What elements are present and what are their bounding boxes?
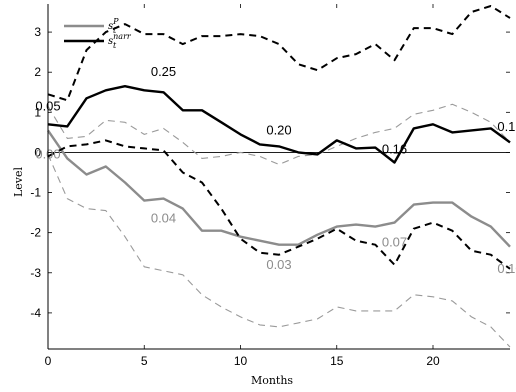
series-line-s-narr xyxy=(47,84,511,164)
data-label: 0.20 xyxy=(266,122,291,137)
y-tick-label: -4 xyxy=(30,306,41,320)
x-tick-label: 5 xyxy=(141,354,148,368)
series-line-s-narr-lower xyxy=(47,139,511,270)
y-tick-label: -1 xyxy=(30,186,41,200)
x-tick-label: 0 xyxy=(45,354,52,368)
data-label: 0.16 xyxy=(382,142,407,157)
y-tick-label: -2 xyxy=(30,226,41,240)
data-label: 0.07 xyxy=(382,235,407,250)
series-lines xyxy=(47,5,511,348)
x-tick-label: 15 xyxy=(330,354,344,368)
y-tick-label: 1 xyxy=(34,105,41,119)
x-tick-label: 20 xyxy=(426,354,440,368)
data-labels: 0.050.250.200.160.160.000.040.030.070.10 xyxy=(35,64,516,276)
series-line-s-narr-upper xyxy=(47,5,511,102)
x-tick-label: 10 xyxy=(234,354,248,368)
data-label: 0.16 xyxy=(497,119,516,134)
y-axis-title: Level xyxy=(12,166,25,197)
data-label: 0.10 xyxy=(497,261,516,276)
y-tick-label: -3 xyxy=(30,266,41,280)
x-axis-title: Months xyxy=(251,374,293,387)
y-tick-label: 3 xyxy=(34,25,41,39)
legend-label: snarr t xyxy=(108,32,132,50)
legend-label: sP t xyxy=(108,17,119,35)
series-line-s-p-lower xyxy=(47,154,511,348)
y-tick-label: 0 xyxy=(34,145,41,159)
series-line-s-p-upper xyxy=(47,103,511,166)
y-ticks: -4 -3 -2 -1 0 1 2 3 xyxy=(30,25,510,320)
data-label: 0.25 xyxy=(151,64,176,79)
data-label: 0.04 xyxy=(151,211,176,226)
data-label: 0.03 xyxy=(266,257,291,272)
y-tick-label: 2 xyxy=(34,65,41,79)
x-ticks: 0 5 10 15 20 xyxy=(45,4,440,368)
axes-lines xyxy=(47,4,510,350)
series-line-s-p xyxy=(47,129,511,248)
